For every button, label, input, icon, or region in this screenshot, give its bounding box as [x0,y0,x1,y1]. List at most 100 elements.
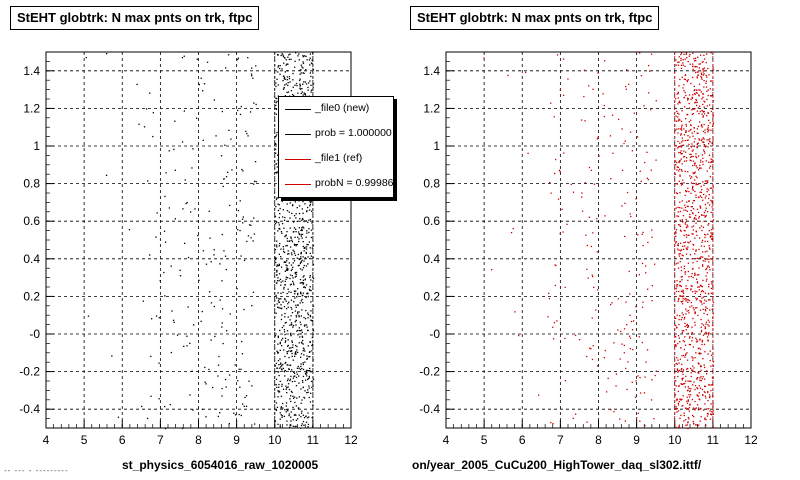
data-point [697,107,699,109]
data-point [696,220,699,222]
data-point [277,343,279,345]
data-point [677,224,680,226]
data-point [280,366,282,368]
data-point [706,307,708,309]
data-point [696,394,698,396]
data-point [202,139,204,141]
data-point [695,98,697,101]
data-point [277,335,279,337]
data-point [291,324,293,326]
data-point [699,89,701,91]
data-point [704,308,706,311]
data-point [279,65,281,67]
data-point [277,265,280,267]
data-point [306,292,308,295]
data-point [303,424,305,426]
data-point [694,60,696,62]
data-point [688,337,691,339]
data-point [282,388,285,390]
data-point [676,398,679,400]
data-point [290,424,292,426]
data-point [696,404,699,406]
data-point [277,66,279,68]
data-point [707,189,710,191]
data-point [704,58,706,60]
data-point [279,367,281,369]
data-point [306,392,308,394]
data-point [288,211,290,213]
x-tick-label: 6 [119,433,126,447]
data-point [284,362,286,364]
data-point [285,385,287,387]
data-point [220,155,223,157]
data-point [621,205,623,207]
data-point [699,105,701,107]
data-point [292,266,294,268]
legend-label: _file1 (ref) [315,152,363,164]
data-point [677,371,679,373]
data-point [290,236,292,238]
data-point [678,298,680,301]
data-point [674,160,677,162]
data-point [136,83,138,86]
data-point [255,181,257,183]
data-point [694,272,696,274]
data-point [574,334,577,337]
data-point [191,370,193,372]
data-point [677,64,679,66]
data-point [598,155,600,157]
data-point [296,243,298,246]
data-point [681,219,683,221]
data-point [301,335,303,337]
data-point [692,422,695,424]
data-point [240,368,242,370]
data-point [690,285,692,287]
data-point [284,235,286,238]
data-point [685,236,688,238]
data-point [702,251,704,253]
data-point [292,72,294,75]
data-point [274,420,277,422]
data-point [550,102,552,104]
data-point [284,283,286,286]
data-point [538,394,540,396]
data-point [289,217,291,219]
data-point [284,270,286,272]
data-point [301,219,303,221]
data-point [290,252,293,254]
data-point [697,372,700,374]
data-point [292,86,294,88]
data-point [518,334,520,337]
data-point [285,361,287,364]
data-point [564,380,567,382]
data-point [691,156,693,158]
data-point [708,230,710,232]
data-point [654,263,656,265]
data-point [676,166,678,168]
data-point [690,153,692,156]
data-point [295,414,297,416]
data-point [704,366,706,369]
data-point [677,112,679,114]
data-point [307,314,309,316]
data-point [286,420,288,422]
data-point [278,273,281,275]
data-point [693,381,695,383]
data-point [298,382,300,384]
data-point [202,90,204,92]
data-point [680,146,682,148]
data-point [290,390,293,392]
data-point [217,415,219,418]
data-point [685,74,687,76]
data-point [712,361,715,363]
data-point [225,176,228,178]
data-point [686,326,689,328]
data-point [277,390,279,392]
data-point [676,193,679,195]
data-point [304,81,307,83]
data-point [690,82,692,85]
data-point [712,410,714,412]
data-point [284,78,286,80]
data-point [186,201,188,204]
data-point [712,219,715,221]
